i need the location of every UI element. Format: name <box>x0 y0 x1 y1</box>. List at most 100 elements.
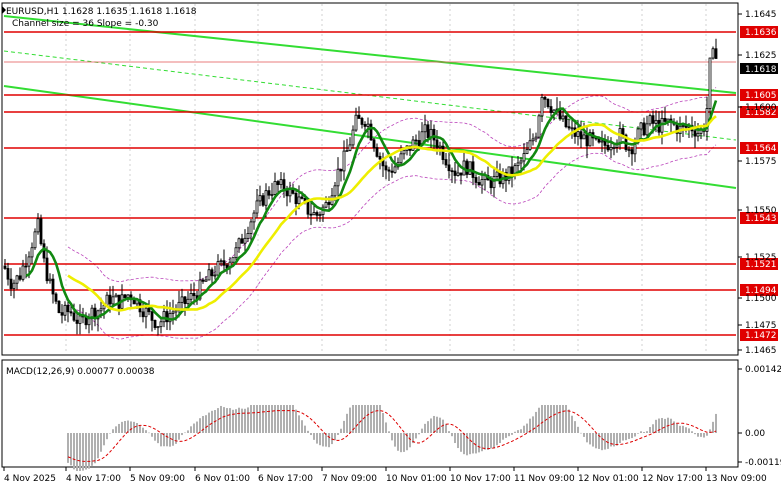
macd-bar <box>199 418 201 433</box>
macd-bar <box>382 412 384 433</box>
macd-bar <box>568 409 570 433</box>
macd-bar <box>343 420 345 433</box>
candle <box>222 249 226 273</box>
candle <box>531 133 535 146</box>
macd-bar <box>637 433 639 434</box>
price-tick-label: 1.1600 <box>745 103 777 113</box>
candle <box>318 211 322 222</box>
macd-bar <box>523 425 525 433</box>
support-resistance-levels: 1.1636 1.1605 1.1582 1.1564 1.1543 1.1521 1.14… <box>4 26 778 341</box>
macd-bar <box>601 433 603 451</box>
candle <box>312 205 316 216</box>
level-label: 1.1472 <box>745 331 777 341</box>
macd-panel: 0.00142 0.00 -0.00119 <box>67 365 781 471</box>
candle <box>6 262 10 286</box>
candle <box>465 158 469 179</box>
level-label: 1.1543 <box>745 214 777 224</box>
macd-bar <box>604 433 606 450</box>
macd-bar <box>373 405 375 433</box>
candle <box>96 309 100 332</box>
candlestick-series <box>3 38 718 336</box>
macd-bar <box>370 405 372 433</box>
macd-bar <box>613 433 615 447</box>
candle <box>441 140 445 165</box>
candle <box>231 257 235 263</box>
macd-bar <box>697 433 699 437</box>
macd-bar <box>136 423 138 433</box>
macd-bar <box>448 431 450 433</box>
candle <box>561 109 565 122</box>
candle <box>423 114 427 144</box>
macd-bar <box>646 431 648 433</box>
time-tick-label: 10 Nov 01:00 <box>386 474 447 484</box>
macd-bar <box>193 423 195 433</box>
macd-bar <box>310 433 312 436</box>
candle <box>315 210 319 222</box>
macd-bar <box>163 433 165 447</box>
macd-bar <box>436 416 438 433</box>
time-tick-label: 5 Nov 09:00 <box>130 474 185 484</box>
envelope-lower <box>67 144 717 340</box>
candle <box>57 300 61 314</box>
symbol-header: EURUSD,H1 1.1628 1.1635 1.1618 1.1618 <box>6 7 197 17</box>
time-tick-label: 6 Nov 17:00 <box>258 474 313 484</box>
candle <box>12 279 16 299</box>
macd-bar <box>379 405 381 433</box>
macd-bar <box>367 405 369 433</box>
candle <box>66 299 70 323</box>
macd-bar <box>91 433 93 466</box>
macd-bar <box>79 433 81 471</box>
candle <box>150 310 154 332</box>
price-tick-label: 1.1500 <box>745 294 777 304</box>
candle <box>711 46 715 60</box>
macd-bar <box>421 428 423 433</box>
macd-bar <box>670 418 672 433</box>
candle <box>252 210 256 230</box>
candle <box>309 201 313 225</box>
time-tick-label: 4 Nov 2025 <box>4 474 56 484</box>
candle <box>162 304 166 328</box>
candle <box>75 310 79 335</box>
macd-bar <box>502 433 504 440</box>
macd-bar <box>139 426 141 433</box>
macd-bar <box>703 433 705 438</box>
candle <box>60 304 64 324</box>
macd-bar <box>427 421 429 433</box>
macd-bar <box>376 405 378 433</box>
candle <box>258 185 262 207</box>
macd-bar <box>268 405 270 433</box>
candle <box>204 276 208 282</box>
collapse-triangle-icon[interactable] <box>2 6 6 14</box>
macd-bar <box>295 409 297 433</box>
price-tick-label: 1.1645 <box>745 10 777 20</box>
candle <box>504 168 508 192</box>
macd-bar <box>577 426 579 433</box>
macd-bar <box>364 405 366 433</box>
candle <box>54 292 58 305</box>
ma-slow-line <box>67 115 717 312</box>
candle <box>705 96 709 141</box>
level-label: 1.1494 <box>745 286 777 296</box>
candle <box>51 274 55 304</box>
macd-bar <box>208 412 210 433</box>
macd-bar <box>592 433 594 447</box>
candle <box>642 117 646 137</box>
level-label: 1.1564 <box>745 144 777 154</box>
envelope-band <box>67 87 717 340</box>
level-label: 1.1636 <box>745 28 777 38</box>
macd-bar <box>217 408 219 433</box>
candle <box>546 98 550 109</box>
current-price-label: 1.1618 <box>745 65 777 75</box>
candle <box>183 295 187 316</box>
macd-bar <box>262 405 264 433</box>
macd-bar <box>439 417 441 433</box>
candle <box>153 319 157 330</box>
candle <box>663 106 667 124</box>
macd-bar <box>496 433 498 446</box>
level-label: 1.1521 <box>745 260 777 270</box>
macd-bar <box>607 433 609 449</box>
macd-bar <box>451 433 453 437</box>
candle <box>111 285 115 307</box>
macd-bar <box>259 405 261 433</box>
